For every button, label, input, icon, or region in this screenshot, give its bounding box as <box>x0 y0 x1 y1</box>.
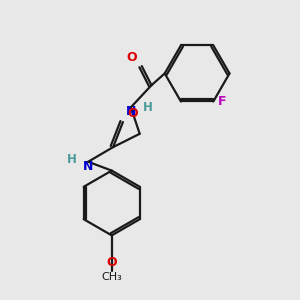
Text: O: O <box>128 107 138 120</box>
Text: F: F <box>218 95 227 108</box>
Text: N: N <box>83 160 94 173</box>
Text: O: O <box>127 51 137 64</box>
Text: H: H <box>67 153 76 166</box>
Text: O: O <box>106 256 117 269</box>
Text: H: H <box>143 101 153 114</box>
Text: N: N <box>126 105 136 118</box>
Text: CH₃: CH₃ <box>101 272 122 282</box>
